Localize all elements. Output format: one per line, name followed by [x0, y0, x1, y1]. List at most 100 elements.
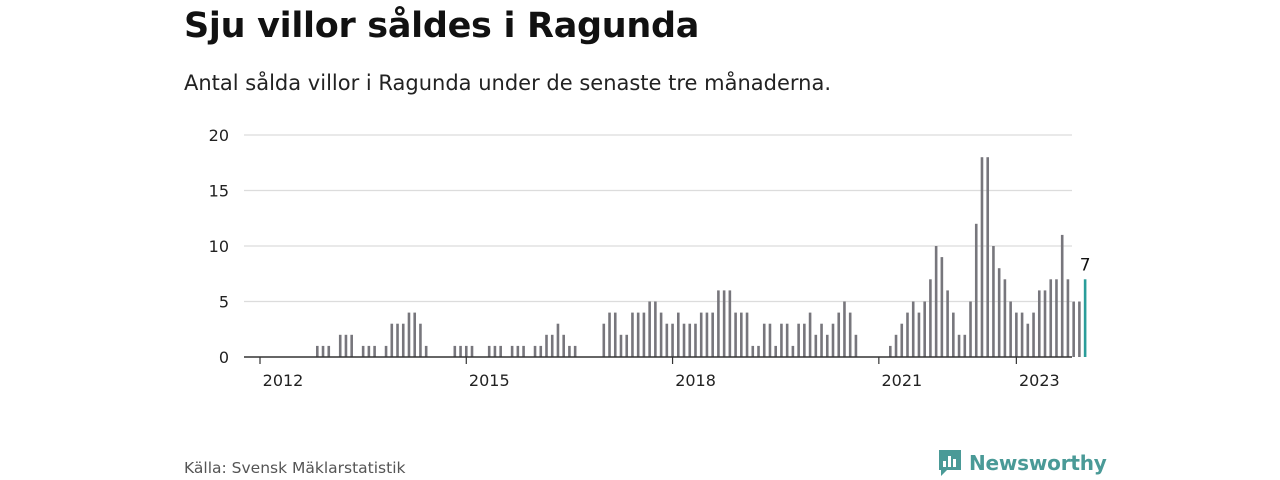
bar: [671, 323, 674, 357]
bar: [390, 323, 394, 357]
bar: [619, 334, 623, 357]
bar: [929, 279, 932, 357]
highlight-value-label: 7: [1080, 255, 1091, 275]
bar: [705, 312, 709, 357]
bar: [952, 312, 955, 357]
bar: [1043, 290, 1047, 357]
newsworthy-logo-text: Newsworthy: [969, 451, 1107, 475]
bar: [642, 312, 646, 357]
bar: [797, 323, 800, 357]
bar: [946, 290, 949, 357]
y-tick-label: 20: [209, 126, 229, 145]
bar-highlight: [1083, 279, 1087, 357]
bar: [1003, 279, 1007, 357]
bar: [470, 345, 474, 357]
y-tick-label: 5: [219, 293, 229, 312]
bar: [613, 312, 617, 357]
newsworthy-logo-icon: [939, 450, 961, 476]
bar: [734, 312, 737, 357]
bar: [791, 345, 795, 357]
x-tick-label: 2021: [881, 371, 922, 390]
bar: [562, 334, 565, 357]
bar: [986, 157, 990, 357]
bar: [1055, 279, 1058, 357]
bar: [831, 323, 835, 357]
bar: [608, 312, 611, 357]
bar: [401, 323, 405, 357]
bar: [648, 301, 651, 357]
y-tick-label: 10: [209, 237, 229, 256]
bar: [957, 334, 961, 357]
bar: [694, 323, 697, 357]
x-tick-label: 2015: [469, 371, 510, 390]
bar: [820, 323, 823, 357]
bar: [327, 345, 331, 357]
bar: [636, 312, 640, 357]
bar: [911, 301, 915, 357]
bar: [631, 312, 634, 357]
bar: [757, 345, 760, 357]
bar: [906, 312, 909, 357]
bar: [384, 345, 388, 357]
bar: [1049, 279, 1053, 357]
bars: [244, 157, 1087, 358]
x-tick-label: 2012: [263, 371, 304, 390]
bar: [969, 301, 972, 357]
bar: [459, 345, 462, 357]
bar: [424, 345, 428, 357]
bar: [889, 345, 892, 357]
bar: [350, 334, 353, 357]
bar: [1026, 323, 1030, 357]
bar: [682, 323, 686, 357]
bar: [848, 312, 852, 357]
bar: [539, 345, 543, 357]
bar: [992, 246, 995, 357]
bar: [854, 334, 858, 357]
x-axis-ticks: 2012 2015 2018 2021 2023: [259, 357, 1060, 390]
bar: [814, 334, 818, 357]
bar: [568, 345, 571, 357]
bar: [963, 334, 967, 357]
bar: [487, 345, 491, 357]
bar: [413, 312, 417, 357]
y-tick-label: 0: [219, 348, 229, 367]
bar: [740, 312, 743, 357]
chart-title: Sju villor såldes i Ragunda: [184, 6, 700, 46]
bar: [751, 345, 755, 357]
bar: [665, 323, 669, 357]
bar: [894, 334, 898, 357]
bar: [711, 312, 714, 357]
bar: [717, 290, 720, 357]
bar: [900, 323, 904, 357]
bar: [803, 323, 806, 357]
bar: [625, 334, 629, 357]
bar: [316, 345, 319, 357]
bar: [602, 323, 606, 357]
bar: [367, 345, 371, 357]
bar: [934, 246, 938, 357]
y-axis-ticks: 0 5 10 15 20: [209, 126, 229, 367]
bar: [344, 334, 348, 357]
bar: [338, 334, 342, 357]
bar: [545, 334, 548, 357]
bar: [676, 312, 680, 357]
chart-subtitle: Antal sålda villor i Ragunda under de se…: [184, 71, 832, 95]
bar: [556, 323, 560, 357]
bar: [1020, 312, 1024, 357]
bar: [940, 257, 944, 357]
bar: [533, 345, 537, 357]
bar: [780, 323, 783, 357]
bar: [464, 345, 468, 357]
bar: [493, 345, 497, 357]
bar: [699, 312, 703, 357]
bar: [1015, 312, 1018, 357]
bar: [774, 345, 777, 357]
data-labels: 7: [1080, 255, 1091, 275]
bar: [825, 334, 829, 357]
bar: [843, 301, 846, 357]
bar: [1060, 234, 1064, 357]
bar: [1037, 290, 1041, 357]
newsworthy-logo: Newsworthy: [937, 448, 1107, 478]
bar: [1009, 301, 1012, 357]
bar: [762, 323, 766, 357]
